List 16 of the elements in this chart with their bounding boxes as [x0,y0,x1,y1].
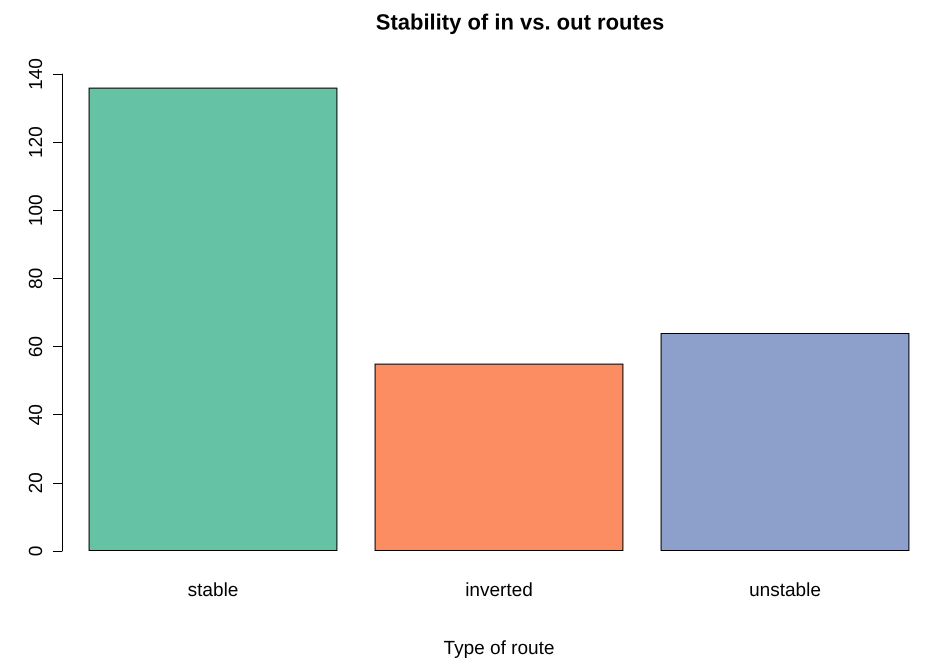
x-tick-label: inverted [465,580,533,601]
y-tick-label: 20 [26,472,47,494]
x-axis-title: Type of route [444,638,554,659]
bar [88,88,338,551]
y-tick-label: 40 [26,404,47,426]
y-tick-label: 140 [26,58,47,90]
bar [660,332,910,551]
chart-title: Stability of in vs. out routes [376,10,664,34]
y-tick-label: 100 [26,194,47,226]
y-tick-label: 120 [26,126,47,158]
bar [374,364,624,551]
y-tick-label: 60 [26,336,47,358]
y-tick-label: 0 [26,546,47,556]
x-tick-label: stable [188,580,238,601]
y-tick-label: 80 [26,268,47,289]
x-tick-label: unstable [749,580,821,601]
